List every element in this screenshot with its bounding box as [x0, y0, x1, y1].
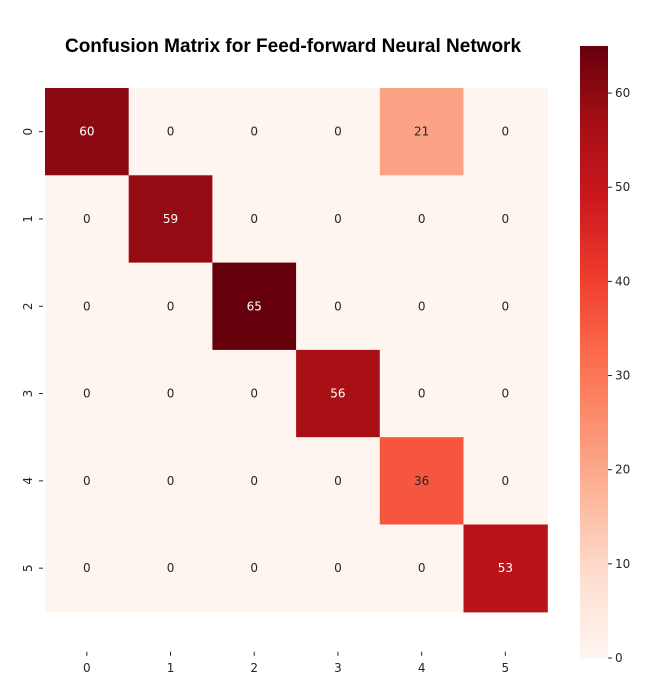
- cell-value-label: 21: [414, 125, 429, 139]
- y-tick-label: 1: [21, 215, 35, 223]
- cell-value-label: 0: [334, 561, 342, 575]
- cell-value-label: 0: [502, 125, 510, 139]
- chart-title: Confusion Matrix for Feed-forward Neural…: [65, 36, 521, 57]
- heatmap-cell: [45, 349, 130, 438]
- heatmap-cell: [128, 262, 213, 351]
- cell-value-label: 0: [167, 387, 175, 401]
- cell-value-label: 59: [163, 212, 178, 226]
- colorbar-tick-label: 20: [615, 463, 630, 477]
- heatmap-cell: [212, 437, 297, 526]
- cell-value-label: 0: [83, 299, 91, 313]
- cell-value-label: 0: [418, 561, 426, 575]
- cell-value-label: 0: [250, 474, 258, 488]
- heatmap-cell: [296, 175, 381, 264]
- cell-value-label: 0: [334, 474, 342, 488]
- heatmap-cell: [463, 175, 548, 264]
- cell-value-label: 0: [83, 561, 91, 575]
- heatmap-cell: [463, 88, 548, 176]
- heatmap-cell: [296, 88, 381, 176]
- heatmap-cell: [463, 349, 548, 438]
- cell-value-label: 0: [334, 125, 342, 139]
- heatmap-cell: [128, 175, 213, 264]
- colorbar-tick-label: 0: [615, 651, 623, 665]
- cell-value-label: 0: [502, 212, 510, 226]
- heatmap-cell: [45, 88, 130, 176]
- cell-value-label: 65: [247, 299, 262, 313]
- heatmap-cell: [212, 349, 297, 438]
- x-tick-label: 0: [83, 661, 91, 675]
- cell-value-label: 0: [167, 561, 175, 575]
- heatmap-cell: [45, 437, 130, 526]
- cell-value-label: 0: [250, 212, 258, 226]
- y-tick-label: 2: [21, 302, 35, 310]
- cell-value-label: 0: [83, 212, 91, 226]
- y-axis: 0 1 2 3 4 5: [21, 128, 43, 572]
- cell-value-label: 36: [414, 474, 429, 488]
- cell-value-label: 0: [502, 299, 510, 313]
- colorbar-tick-label: 30: [615, 369, 630, 383]
- heatmap-cell: [296, 524, 381, 613]
- heatmap-cell: [296, 262, 381, 351]
- x-tick-label: 2: [250, 661, 258, 675]
- heatmap-cell: [212, 524, 297, 613]
- heatmap-cell: [379, 175, 465, 264]
- cell-value-label: 0: [502, 387, 510, 401]
- heatmap-cells: 60 0 0 0 21 0 0 59 0 0 0 0 0 0 65 0 0 0 0 0 0 56 0 0 0 0 0 0 36 0 0 0 0 0…: [45, 88, 548, 613]
- heatmap-cell: [128, 524, 213, 613]
- heatmap-cell: [45, 262, 130, 351]
- cell-value-label: 0: [334, 212, 342, 226]
- cell-value-label: 0: [418, 387, 426, 401]
- cell-value-label: 0: [250, 125, 258, 139]
- cell-value-label: 0: [418, 212, 426, 226]
- heatmap-cell: [212, 175, 297, 264]
- heatmap-cell: [463, 262, 548, 351]
- cell-value-label: 0: [167, 299, 175, 313]
- heatmap-cell: [463, 437, 548, 526]
- colorbar-axis: 0 10 20 30 40 50 60: [608, 86, 630, 665]
- heatmap-cell: [212, 262, 297, 351]
- colorbar: [580, 46, 608, 658]
- heatmap-cell: [296, 437, 381, 526]
- heatmap-cell: [45, 175, 130, 264]
- heatmap-cell: [296, 349, 381, 438]
- cell-value-label: 60: [79, 125, 94, 139]
- x-axis: 0 1 2 3 4 5: [83, 651, 510, 675]
- heatmap-cell: [379, 524, 465, 613]
- heatmap-cell: [379, 349, 465, 438]
- cell-value-label: 0: [250, 387, 258, 401]
- colorbar-tick-label: 10: [615, 557, 630, 571]
- heatmap-cell: [379, 262, 465, 351]
- heatmap-cell: [212, 88, 297, 176]
- cell-value-label: 53: [498, 561, 513, 575]
- heatmap-cell: [379, 437, 465, 526]
- heatmap-cell: [463, 524, 548, 613]
- cell-value-label: 0: [418, 299, 426, 313]
- y-tick-label: 0: [21, 128, 35, 136]
- cell-value-label: 0: [167, 474, 175, 488]
- cell-value-label: 56: [330, 387, 345, 401]
- colorbar-tick-label: 40: [615, 274, 630, 288]
- heatmap-cell: [128, 349, 213, 438]
- x-tick-label: 5: [502, 661, 510, 675]
- y-tick-label: 5: [21, 564, 35, 572]
- heatmap-cell: [128, 437, 213, 526]
- cell-value-label: 0: [334, 299, 342, 313]
- heatmap-cell: [45, 524, 130, 613]
- heatmap-cell: [128, 88, 213, 176]
- colorbar-tick-label: 50: [615, 180, 630, 194]
- y-tick-label: 4: [21, 477, 35, 485]
- y-tick-label: 3: [21, 390, 35, 398]
- cell-value-label: 0: [502, 474, 510, 488]
- cell-value-label: 0: [83, 474, 91, 488]
- x-tick-label: 3: [334, 661, 342, 675]
- cell-value-label: 0: [250, 561, 258, 575]
- cell-value-label: 0: [83, 387, 91, 401]
- x-tick-label: 4: [418, 661, 426, 675]
- cell-value-label: 0: [167, 125, 175, 139]
- colorbar-tick-label: 60: [615, 86, 630, 100]
- x-tick-label: 1: [167, 661, 175, 675]
- heatmap-cell: [379, 88, 465, 176]
